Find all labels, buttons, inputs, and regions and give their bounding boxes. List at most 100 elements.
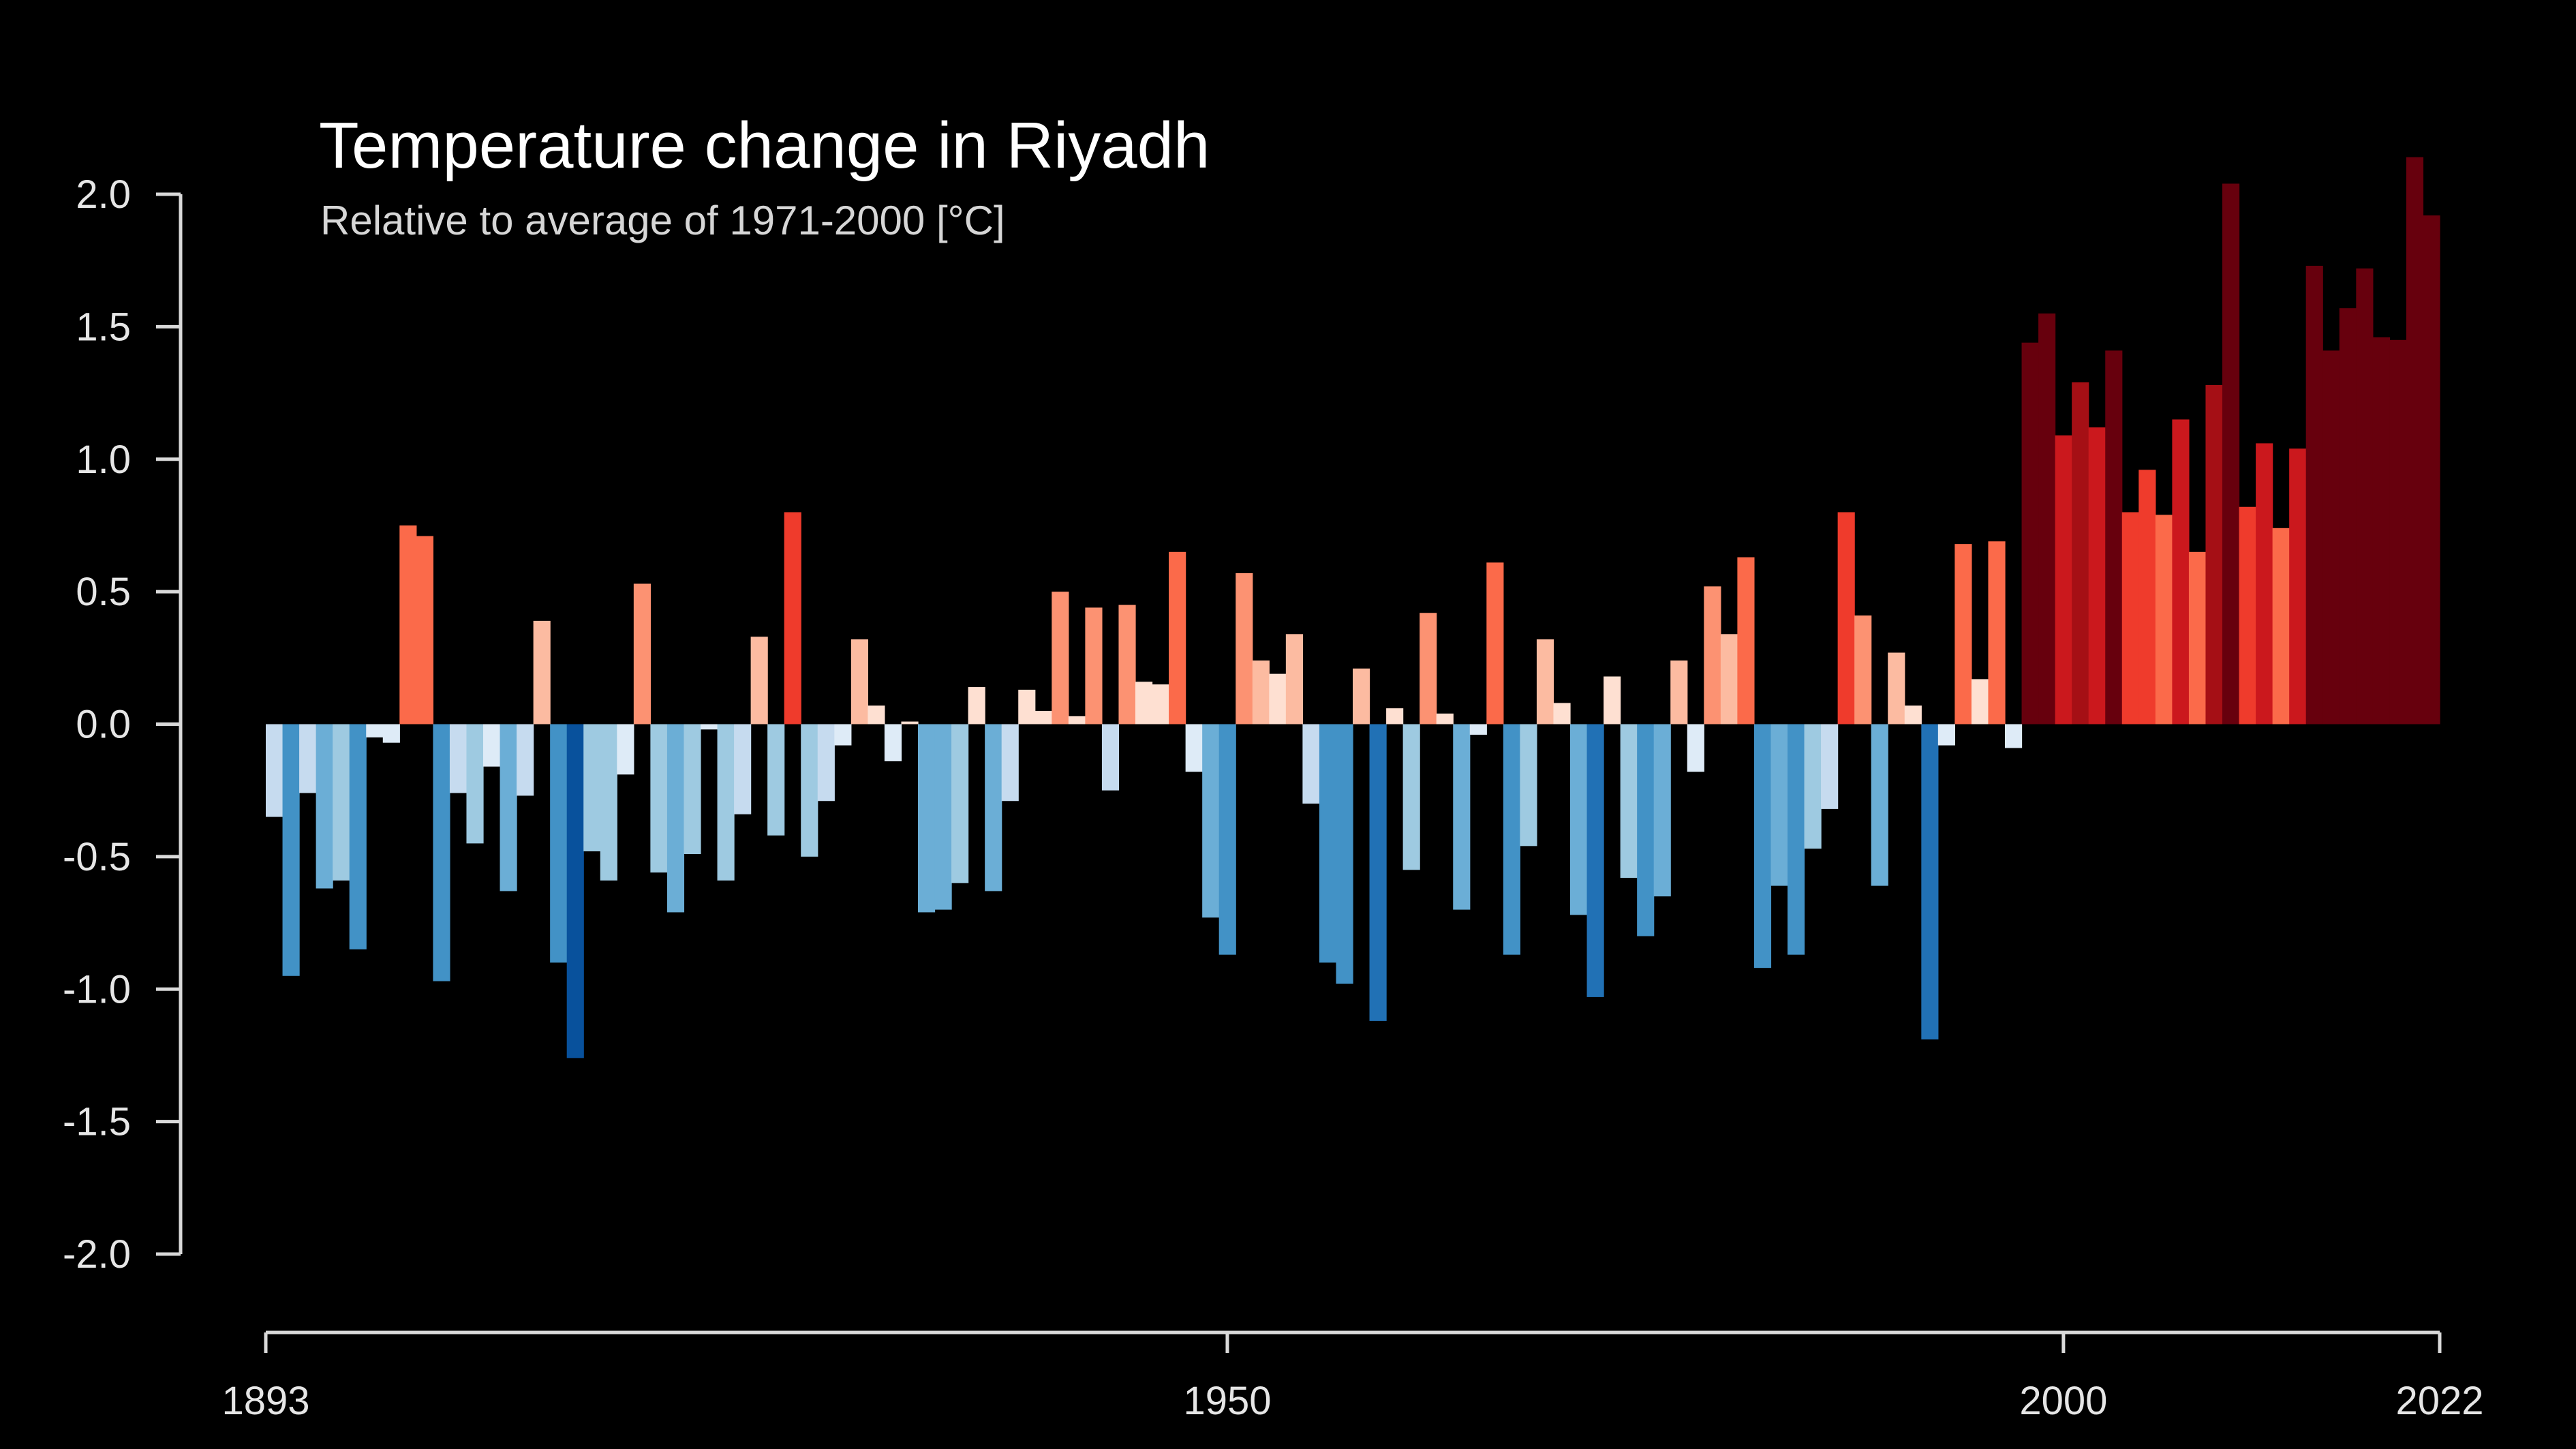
bar-1933 bbox=[934, 724, 952, 910]
bar-1947 bbox=[1169, 551, 1186, 724]
bar-1927 bbox=[834, 724, 852, 746]
bar-1931 bbox=[901, 721, 919, 724]
bar-1945 bbox=[1135, 682, 1153, 724]
bar-1949 bbox=[1202, 724, 1220, 918]
bar-1896 bbox=[316, 724, 333, 889]
bar-1914 bbox=[617, 724, 634, 775]
bar-1923 bbox=[767, 724, 785, 836]
bar-1977 bbox=[1670, 660, 1688, 724]
bar-1942 bbox=[1085, 607, 1103, 724]
bar-1964 bbox=[1453, 724, 1471, 910]
bar-1960 bbox=[1386, 708, 1404, 724]
bar-1959 bbox=[1369, 724, 1387, 1021]
bar-1984 bbox=[1788, 724, 1805, 955]
x-tick-label: 1950 bbox=[1183, 1379, 1271, 1423]
bar-1995 bbox=[1971, 679, 1989, 724]
bar-1966 bbox=[1486, 562, 1504, 724]
bar-2013 bbox=[2272, 528, 2290, 724]
bar-1904 bbox=[449, 724, 467, 793]
bar-1973 bbox=[1604, 676, 1621, 724]
bar-2017 bbox=[2339, 308, 2357, 724]
bar-1946 bbox=[1152, 684, 1169, 724]
x-tick-label: 1893 bbox=[221, 1379, 309, 1423]
bar-1975 bbox=[1637, 724, 1655, 936]
bar-1934 bbox=[951, 724, 969, 883]
y-tick-label: -2.0 bbox=[63, 1232, 131, 1277]
bar-1919 bbox=[701, 724, 718, 730]
bar-1994 bbox=[1954, 544, 1972, 724]
bar-1898 bbox=[349, 724, 367, 949]
bar-1939 bbox=[1034, 711, 1052, 724]
bar-2021 bbox=[2406, 157, 2424, 724]
bar-1993 bbox=[1937, 724, 1955, 746]
bar-1921 bbox=[734, 724, 752, 814]
bar-2019 bbox=[2372, 337, 2390, 724]
y-axis: 2.0 1.5 1.0 0.5 0.0 -0.5 -1.0 -1.5 -2.0 bbox=[63, 172, 183, 1277]
bar-2000 bbox=[2055, 435, 2072, 724]
bar-1938 bbox=[1018, 689, 1036, 724]
bar-2001 bbox=[2072, 382, 2089, 724]
bar-1955 bbox=[1302, 724, 1320, 804]
bar-1912 bbox=[583, 724, 601, 852]
bars-group bbox=[266, 157, 2440, 1058]
bar-1893 bbox=[266, 724, 283, 817]
bar-1974 bbox=[1620, 724, 1638, 878]
bar-2004 bbox=[2121, 512, 2139, 724]
bar-1992 bbox=[1921, 724, 1939, 1040]
bar-1929 bbox=[868, 705, 885, 724]
bar-1928 bbox=[850, 639, 868, 724]
bar-1913 bbox=[600, 724, 617, 881]
bar-1935 bbox=[968, 687, 985, 724]
bar-2012 bbox=[2256, 443, 2273, 724]
bar-1930 bbox=[884, 724, 902, 761]
bar-2006 bbox=[2155, 515, 2173, 724]
bar-1990 bbox=[1888, 652, 1905, 724]
bar-1963 bbox=[1436, 713, 1454, 724]
bar-1952 bbox=[1252, 660, 1270, 724]
bar-1986 bbox=[1821, 724, 1839, 809]
bar-1915 bbox=[633, 583, 651, 724]
bar-1944 bbox=[1118, 605, 1136, 724]
bar-2016 bbox=[2322, 350, 2340, 724]
bar-1991 bbox=[1904, 705, 1922, 724]
bar-1897 bbox=[333, 724, 350, 881]
bar-1937 bbox=[1001, 724, 1019, 802]
x-tick-label: 2000 bbox=[2019, 1379, 2107, 1423]
bar-1989 bbox=[1871, 724, 1888, 886]
bar-1981 bbox=[1737, 557, 1755, 724]
y-tick-label: 0.0 bbox=[76, 703, 131, 747]
bar-1982 bbox=[1753, 724, 1772, 968]
bar-2008 bbox=[2188, 551, 2207, 724]
bar-1909 bbox=[533, 620, 551, 724]
bar-1996 bbox=[1988, 541, 2006, 724]
bar-1958 bbox=[1353, 668, 1370, 724]
bar-1976 bbox=[1653, 724, 1671, 897]
y-tick-label: 1.0 bbox=[76, 438, 131, 482]
x-axis: 1893 1950 2000 2022 bbox=[221, 1330, 2484, 1423]
x-tick-label: 2022 bbox=[2395, 1379, 2483, 1423]
bar-1953 bbox=[1269, 673, 1287, 724]
bar-2010 bbox=[2222, 183, 2240, 724]
bar-1901 bbox=[399, 525, 417, 724]
bar-1908 bbox=[517, 724, 534, 796]
bar-2020 bbox=[2389, 339, 2407, 724]
bar-1900 bbox=[382, 724, 400, 743]
bar-1907 bbox=[500, 724, 517, 891]
bar-1894 bbox=[282, 724, 300, 976]
bar-1983 bbox=[1770, 724, 1788, 886]
bar-1917 bbox=[666, 724, 685, 913]
bar-1965 bbox=[1469, 724, 1487, 735]
bar-2018 bbox=[2356, 268, 2374, 724]
bar-1968 bbox=[1520, 724, 1537, 846]
bar-2005 bbox=[2138, 470, 2156, 724]
bar-1957 bbox=[1336, 724, 1353, 984]
y-tick-label: -1.5 bbox=[63, 1100, 131, 1144]
bar-2022 bbox=[2423, 215, 2440, 724]
bar-1971 bbox=[1570, 724, 1588, 915]
bar-1920 bbox=[717, 724, 735, 881]
bar-1916 bbox=[650, 724, 668, 873]
bar-2009 bbox=[2205, 384, 2223, 724]
bar-1970 bbox=[1553, 703, 1571, 724]
